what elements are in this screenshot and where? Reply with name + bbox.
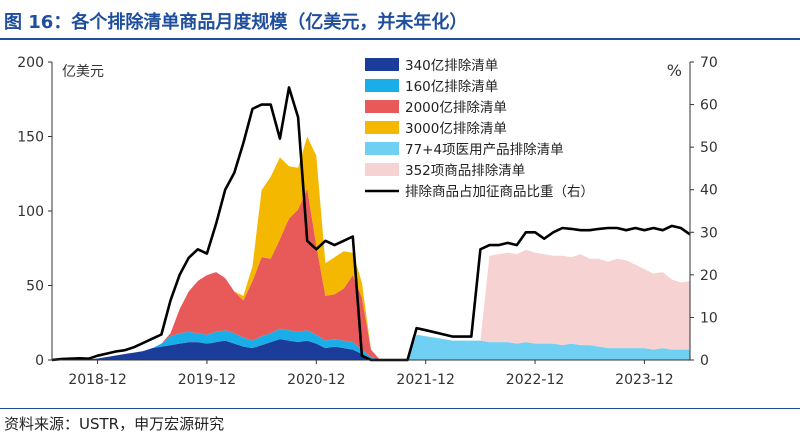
source-rule bbox=[0, 408, 800, 409]
left-tick-label: 50 bbox=[26, 279, 44, 295]
right-tick-label: 40 bbox=[700, 183, 718, 199]
x-tick-label: 2023-12 bbox=[615, 372, 674, 388]
legend-swatch bbox=[365, 79, 399, 92]
x-tick-label: 2021-12 bbox=[396, 372, 455, 388]
legend-swatch bbox=[365, 121, 399, 134]
x-tick-label: 2019-12 bbox=[178, 372, 237, 388]
x-tick-label: 2022-12 bbox=[506, 372, 565, 388]
left-tick-label: 150 bbox=[17, 130, 44, 146]
right-tick-label: 20 bbox=[700, 268, 718, 284]
x-tick-label: 2020-12 bbox=[287, 372, 346, 388]
left-tick-label: 100 bbox=[17, 204, 44, 220]
right-tick-label: 60 bbox=[700, 98, 718, 114]
legend-label: 160亿排除清单 bbox=[405, 79, 498, 95]
legend-label: 3000亿排除清单 bbox=[405, 121, 507, 137]
legend-label: 2000亿排除清单 bbox=[405, 100, 507, 116]
legend-label: 340亿排除清单 bbox=[405, 58, 498, 74]
legend-label: 排除商品占加征商品比重（右） bbox=[405, 184, 594, 200]
area-340 bbox=[52, 339, 690, 360]
area-352 bbox=[52, 136, 690, 360]
chart-svg: 0 50 100 150 200 0 10 20 30 40 50 60 70 2018-12 2019-1… bbox=[17, 55, 718, 388]
legend-swatch bbox=[365, 142, 399, 155]
left-axis-unit: 亿美元 bbox=[62, 64, 104, 80]
legend-swatch bbox=[365, 100, 399, 113]
right-tick-label: 10 bbox=[700, 310, 718, 326]
legend-swatch bbox=[365, 58, 399, 71]
left-tick-label: 0 bbox=[35, 353, 44, 369]
right-tick-label: 30 bbox=[700, 225, 718, 241]
source-note: 资料来源：USTR，申万宏源研究 bbox=[4, 415, 225, 433]
right-tick-label: 50 bbox=[700, 140, 718, 156]
legend-label: 77+4项医用产品排除清单 bbox=[405, 142, 564, 158]
title-rule bbox=[0, 38, 800, 40]
right-tick-label: 0 bbox=[700, 353, 709, 369]
title-bar: 图 16：各个排除清单商品月度规模（亿美元，并未年化） bbox=[0, 0, 800, 42]
left-tick-label: 200 bbox=[17, 55, 44, 71]
chart-title: 图 16：各个排除清单商品月度规模（亿美元，并未年化） bbox=[4, 12, 468, 33]
right-tick-label: 70 bbox=[700, 55, 718, 71]
area-160 bbox=[52, 328, 690, 360]
x-tick-label: 2018-12 bbox=[68, 372, 127, 388]
legend-label: 352项商品排除清单 bbox=[405, 163, 525, 179]
legend-swatch bbox=[365, 163, 399, 176]
right-axis-unit: % bbox=[667, 61, 682, 80]
area-2000 bbox=[52, 188, 690, 360]
